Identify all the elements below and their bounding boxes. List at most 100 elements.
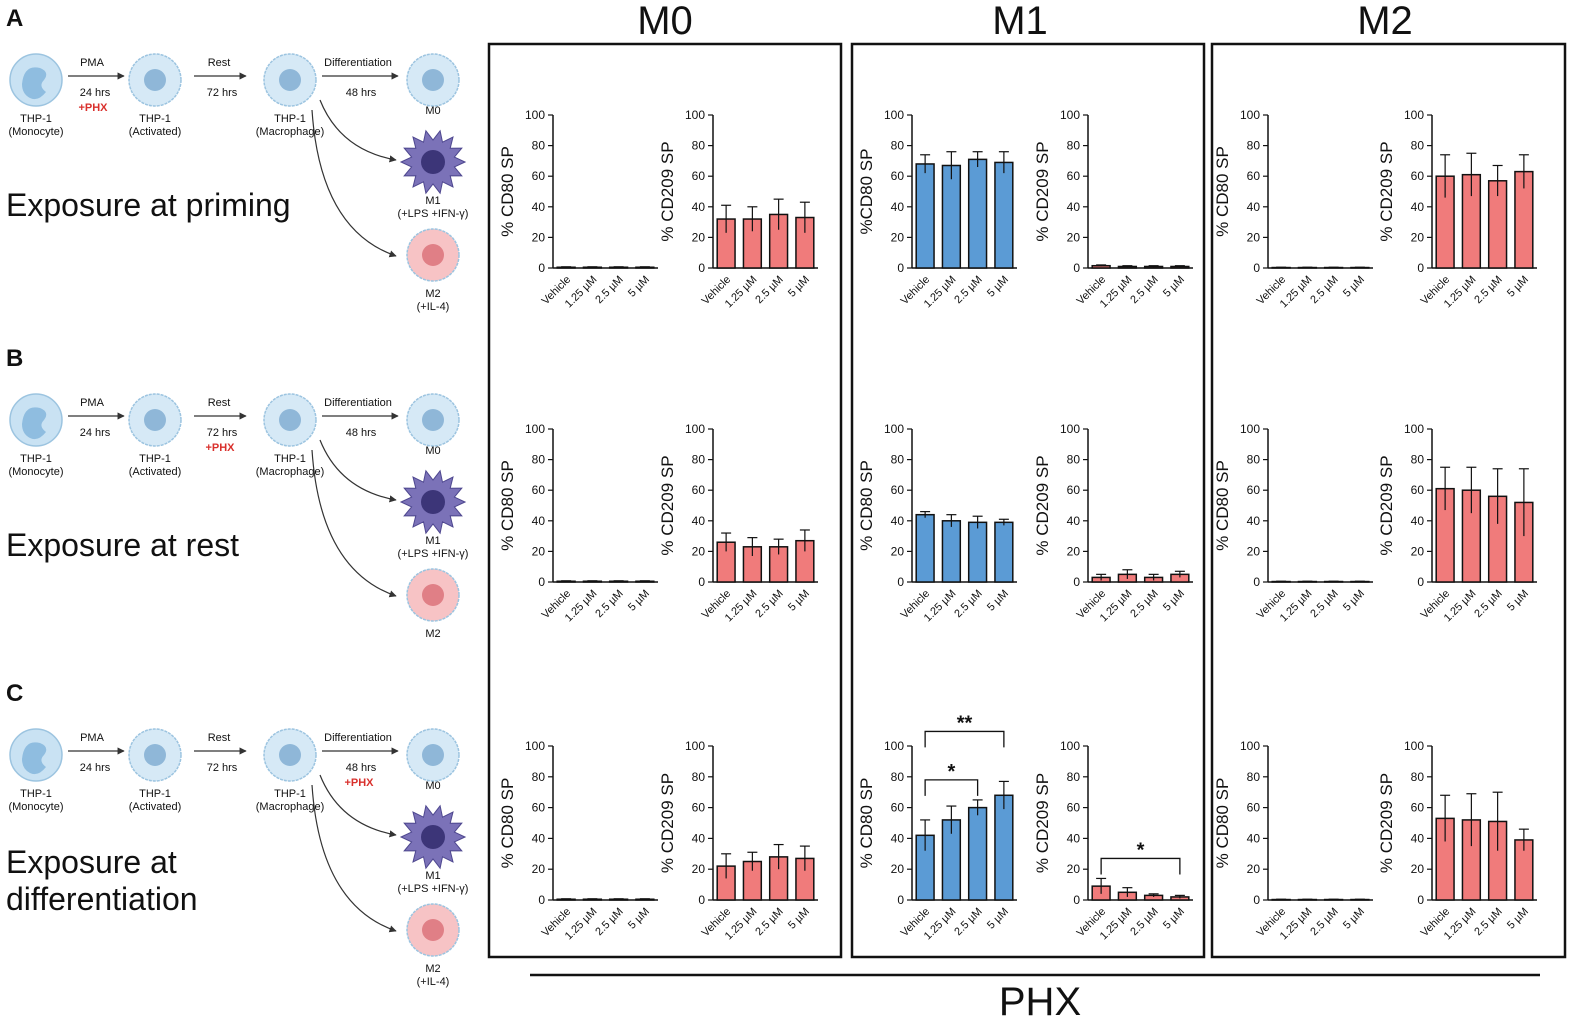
y-tick-label: 100 — [1240, 739, 1260, 753]
y-axis-label: % CD209 SP — [658, 141, 677, 241]
x-tick-label: 2.5 µM — [1472, 274, 1504, 306]
y-tick-label: 80 — [532, 139, 546, 153]
error-bar — [1302, 266, 1313, 268]
x-tick-label: 2.5 µM — [753, 274, 785, 306]
y-tick-label: 0 — [897, 261, 904, 275]
cell-label: M2 — [425, 628, 440, 640]
error-bar — [972, 515, 983, 529]
arrow — [319, 774, 397, 838]
cell-nucleus — [144, 409, 166, 431]
y-tick-label: 60 — [891, 169, 905, 183]
y-tick-label: 20 — [1067, 862, 1081, 876]
arrow — [311, 449, 397, 598]
error-bar — [799, 529, 810, 552]
y-tick-label: 80 — [1067, 453, 1081, 467]
x-tick-label: 2.5 µM — [952, 906, 984, 938]
significance-label: * — [1137, 839, 1145, 861]
y-tick-label: 100 — [1240, 108, 1260, 122]
error-bar — [1328, 580, 1339, 582]
x-tick-label: 2.5 µM — [593, 906, 625, 938]
y-tick-label: 80 — [692, 770, 706, 784]
error-bar — [747, 206, 758, 232]
y-tick-label: 40 — [1247, 831, 1261, 845]
y-axis-label: % CD209 SP — [658, 773, 677, 873]
y-axis-label: % CD80 SP — [498, 146, 517, 237]
y-axis-label: % CD209 SP — [1033, 141, 1052, 241]
x-tick-label: 5 µM — [1161, 274, 1187, 300]
step-label: Differentiation — [324, 397, 392, 409]
y-tick-label: 0 — [538, 575, 545, 589]
error-bar — [639, 898, 650, 900]
x-label: PHX — [999, 980, 1081, 1024]
x-tick-label: 5 µM — [626, 274, 652, 300]
y-tick-label: 20 — [891, 230, 905, 244]
y-axis-label: % CD80 SP — [857, 778, 876, 869]
cell-label: M0 — [425, 445, 440, 457]
y-tick-label: 100 — [1404, 108, 1424, 122]
y-tick-label: 80 — [1411, 770, 1425, 784]
y-tick-label: 100 — [525, 739, 545, 753]
error-bar — [587, 898, 598, 900]
x-tick-label: 5 µM — [786, 274, 812, 300]
cell-sublabel: (+IL-4) — [417, 301, 450, 313]
y-tick-label: 80 — [532, 770, 546, 784]
step-time: 72 hrs — [207, 87, 238, 99]
error-bar — [1148, 893, 1159, 897]
y-axis-label: % CD80 SP — [1213, 146, 1232, 237]
x-tick-label: 2.5 µM — [593, 274, 625, 306]
cell-sublabel: (+LPS +IFN-γ) — [398, 883, 469, 895]
error-bar — [1276, 898, 1287, 900]
cell-sublabel: (Monocyte) — [8, 466, 63, 478]
cell-sublabel: (Activated) — [129, 466, 182, 478]
y-tick-label: 20 — [692, 230, 706, 244]
bar — [994, 161, 1014, 269]
y-tick-label: 80 — [692, 453, 706, 467]
x-tick-label: 2.5 µM — [1308, 588, 1340, 620]
x-tick-label: 2.5 µM — [952, 588, 984, 620]
step-label: PMA — [80, 397, 105, 409]
bar — [941, 520, 962, 583]
y-tick-label: 0 — [1417, 893, 1424, 907]
y-tick-label: 100 — [884, 739, 904, 753]
y-tick-label: 20 — [891, 862, 905, 876]
cell-sublabel: (Activated) — [129, 126, 182, 138]
cell-label: M0 — [425, 780, 440, 792]
cell-label: THP-1 — [20, 788, 52, 800]
step-label: PMA — [80, 732, 105, 744]
panel-letter: A — [6, 5, 23, 32]
error-bar — [1466, 152, 1477, 197]
y-tick-label: 20 — [1411, 230, 1425, 244]
y-tick-label: 60 — [891, 483, 905, 497]
arrow — [311, 109, 397, 258]
error-bar — [773, 198, 784, 230]
m2-box — [1210, 42, 1567, 959]
step-time: 24 hrs — [80, 762, 111, 774]
y-tick-label: 80 — [891, 453, 905, 467]
x-tick-label: 2.5 µM — [1308, 906, 1340, 938]
error-bar — [1122, 265, 1133, 268]
y-tick-label: 60 — [891, 801, 905, 815]
y-tick-label: 0 — [1417, 575, 1424, 589]
significance-bracket — [924, 779, 979, 796]
error-bar — [1354, 266, 1365, 268]
error-bar — [920, 154, 931, 174]
y-tick-label: 60 — [1247, 801, 1261, 815]
error-bar — [946, 514, 957, 527]
y-axis-label: % CD209 SP — [658, 455, 677, 555]
error-bar — [1492, 164, 1503, 197]
y-tick-label: 100 — [884, 422, 904, 436]
step-label: Rest — [208, 57, 231, 69]
bar — [967, 521, 988, 583]
bar — [967, 158, 988, 269]
cell-label: THP-1 — [139, 453, 171, 465]
error-bar — [639, 266, 650, 268]
y-tick-label: 20 — [1247, 544, 1261, 558]
error-bar — [1492, 468, 1503, 524]
panel-title: Exposure at rest — [6, 527, 239, 563]
step-time: 72 hrs — [207, 762, 238, 774]
column-header: M0 — [637, 0, 693, 43]
step-time: 24 hrs — [80, 87, 111, 99]
bar — [941, 164, 962, 269]
y-tick-label: 20 — [1411, 544, 1425, 558]
x-tick-label: 5 µM — [1341, 906, 1367, 932]
